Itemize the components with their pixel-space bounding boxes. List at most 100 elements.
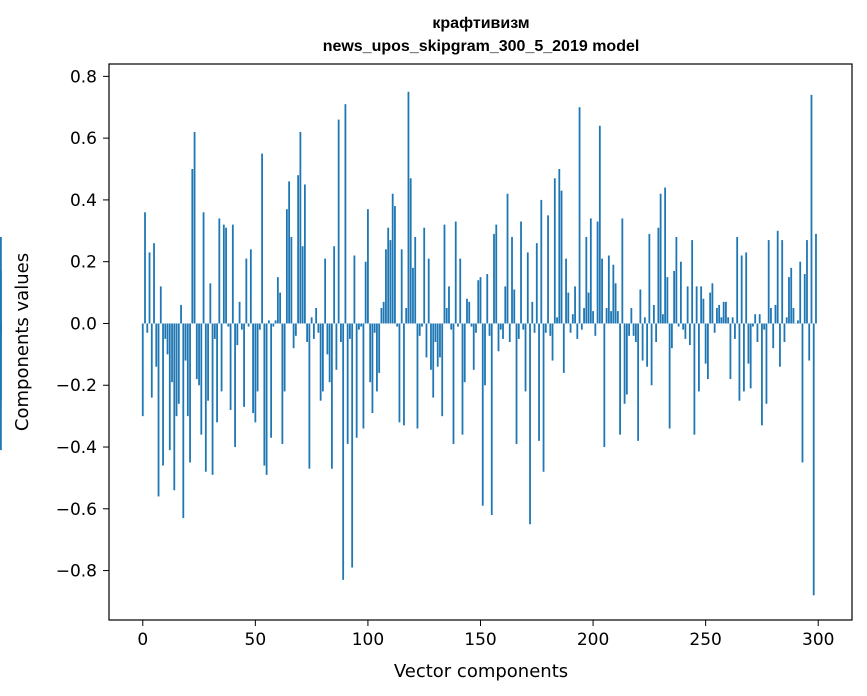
bar bbox=[193, 131, 196, 324]
bar bbox=[180, 304, 182, 324]
bar bbox=[544, 323, 547, 333]
bar bbox=[797, 320, 799, 324]
bar bbox=[776, 230, 779, 324]
bar bbox=[144, 212, 146, 324]
bar bbox=[729, 323, 732, 380]
bar bbox=[238, 301, 241, 324]
bar bbox=[781, 240, 784, 324]
bar bbox=[342, 323, 345, 580]
bar bbox=[576, 323, 579, 339]
bar bbox=[639, 289, 642, 324]
bar bbox=[758, 314, 761, 324]
bar bbox=[367, 209, 369, 324]
bar bbox=[326, 323, 329, 355]
y-axis-label: Components values bbox=[12, 253, 33, 431]
bar bbox=[249, 249, 252, 324]
bar bbox=[810, 94, 813, 324]
bar bbox=[396, 323, 399, 327]
bar bbox=[333, 246, 336, 324]
bar bbox=[351, 323, 354, 568]
bar bbox=[535, 243, 538, 324]
bar bbox=[657, 227, 660, 324]
bar bbox=[189, 323, 191, 463]
bar bbox=[607, 255, 610, 324]
bar bbox=[450, 323, 453, 330]
bar bbox=[371, 323, 374, 414]
bar bbox=[752, 323, 754, 327]
bar bbox=[337, 119, 340, 324]
bar bbox=[281, 323, 284, 444]
bar bbox=[418, 323, 421, 336]
bar bbox=[621, 218, 624, 324]
bar bbox=[560, 190, 563, 324]
bar bbox=[515, 323, 518, 444]
bar bbox=[312, 323, 315, 339]
bar bbox=[292, 323, 295, 349]
bar bbox=[454, 221, 457, 324]
bar bbox=[407, 91, 410, 324]
bar bbox=[738, 323, 741, 401]
bar bbox=[770, 308, 772, 324]
bar bbox=[589, 218, 592, 324]
bar bbox=[734, 323, 736, 339]
bar bbox=[745, 252, 748, 324]
bar bbox=[477, 280, 480, 324]
bar bbox=[335, 323, 338, 370]
bar bbox=[385, 249, 387, 324]
bar bbox=[630, 308, 633, 324]
bar bbox=[540, 199, 543, 324]
bar bbox=[261, 153, 263, 324]
bar bbox=[191, 169, 194, 324]
bar bbox=[470, 323, 473, 327]
bar bbox=[315, 308, 318, 324]
bar bbox=[601, 258, 603, 324]
bar bbox=[468, 301, 471, 324]
bar bbox=[684, 323, 687, 339]
bar bbox=[211, 323, 214, 475]
bar bbox=[511, 236, 513, 324]
bar bbox=[376, 323, 378, 392]
bar bbox=[709, 292, 712, 324]
bar bbox=[761, 323, 763, 426]
bar bbox=[774, 304, 777, 324]
bar bbox=[569, 323, 572, 333]
bar bbox=[603, 323, 606, 448]
bar bbox=[398, 323, 401, 423]
bar bbox=[619, 323, 621, 435]
bar bbox=[353, 255, 356, 324]
bars-group bbox=[0, 91, 817, 596]
bar bbox=[222, 224, 225, 324]
bar bbox=[256, 323, 259, 392]
bar bbox=[434, 323, 437, 342]
bar bbox=[585, 236, 588, 324]
bar bbox=[218, 218, 221, 324]
bar bbox=[664, 187, 667, 324]
bar bbox=[693, 323, 696, 435]
bar bbox=[783, 323, 786, 342]
bar bbox=[362, 323, 365, 429]
x-tick-label: 150 bbox=[464, 630, 496, 650]
bar bbox=[596, 221, 599, 324]
bar bbox=[538, 323, 540, 441]
bar bbox=[520, 221, 522, 324]
bar bbox=[749, 323, 752, 389]
bar bbox=[502, 323, 504, 339]
bar bbox=[461, 323, 464, 435]
bar bbox=[587, 292, 590, 324]
bar bbox=[153, 243, 155, 324]
bar bbox=[574, 286, 576, 324]
bar bbox=[414, 236, 417, 324]
y-tick-label: −0.4 bbox=[56, 438, 97, 458]
bar bbox=[765, 323, 768, 404]
y-tick-label: −0.8 bbox=[56, 562, 97, 582]
bar bbox=[175, 323, 178, 417]
bar bbox=[605, 308, 608, 324]
bar bbox=[553, 178, 556, 324]
bar bbox=[815, 233, 817, 324]
bar bbox=[373, 323, 376, 333]
bar bbox=[274, 320, 277, 324]
bar bbox=[713, 323, 716, 333]
bar bbox=[324, 258, 327, 324]
bar bbox=[146, 323, 149, 333]
bar bbox=[331, 323, 333, 469]
